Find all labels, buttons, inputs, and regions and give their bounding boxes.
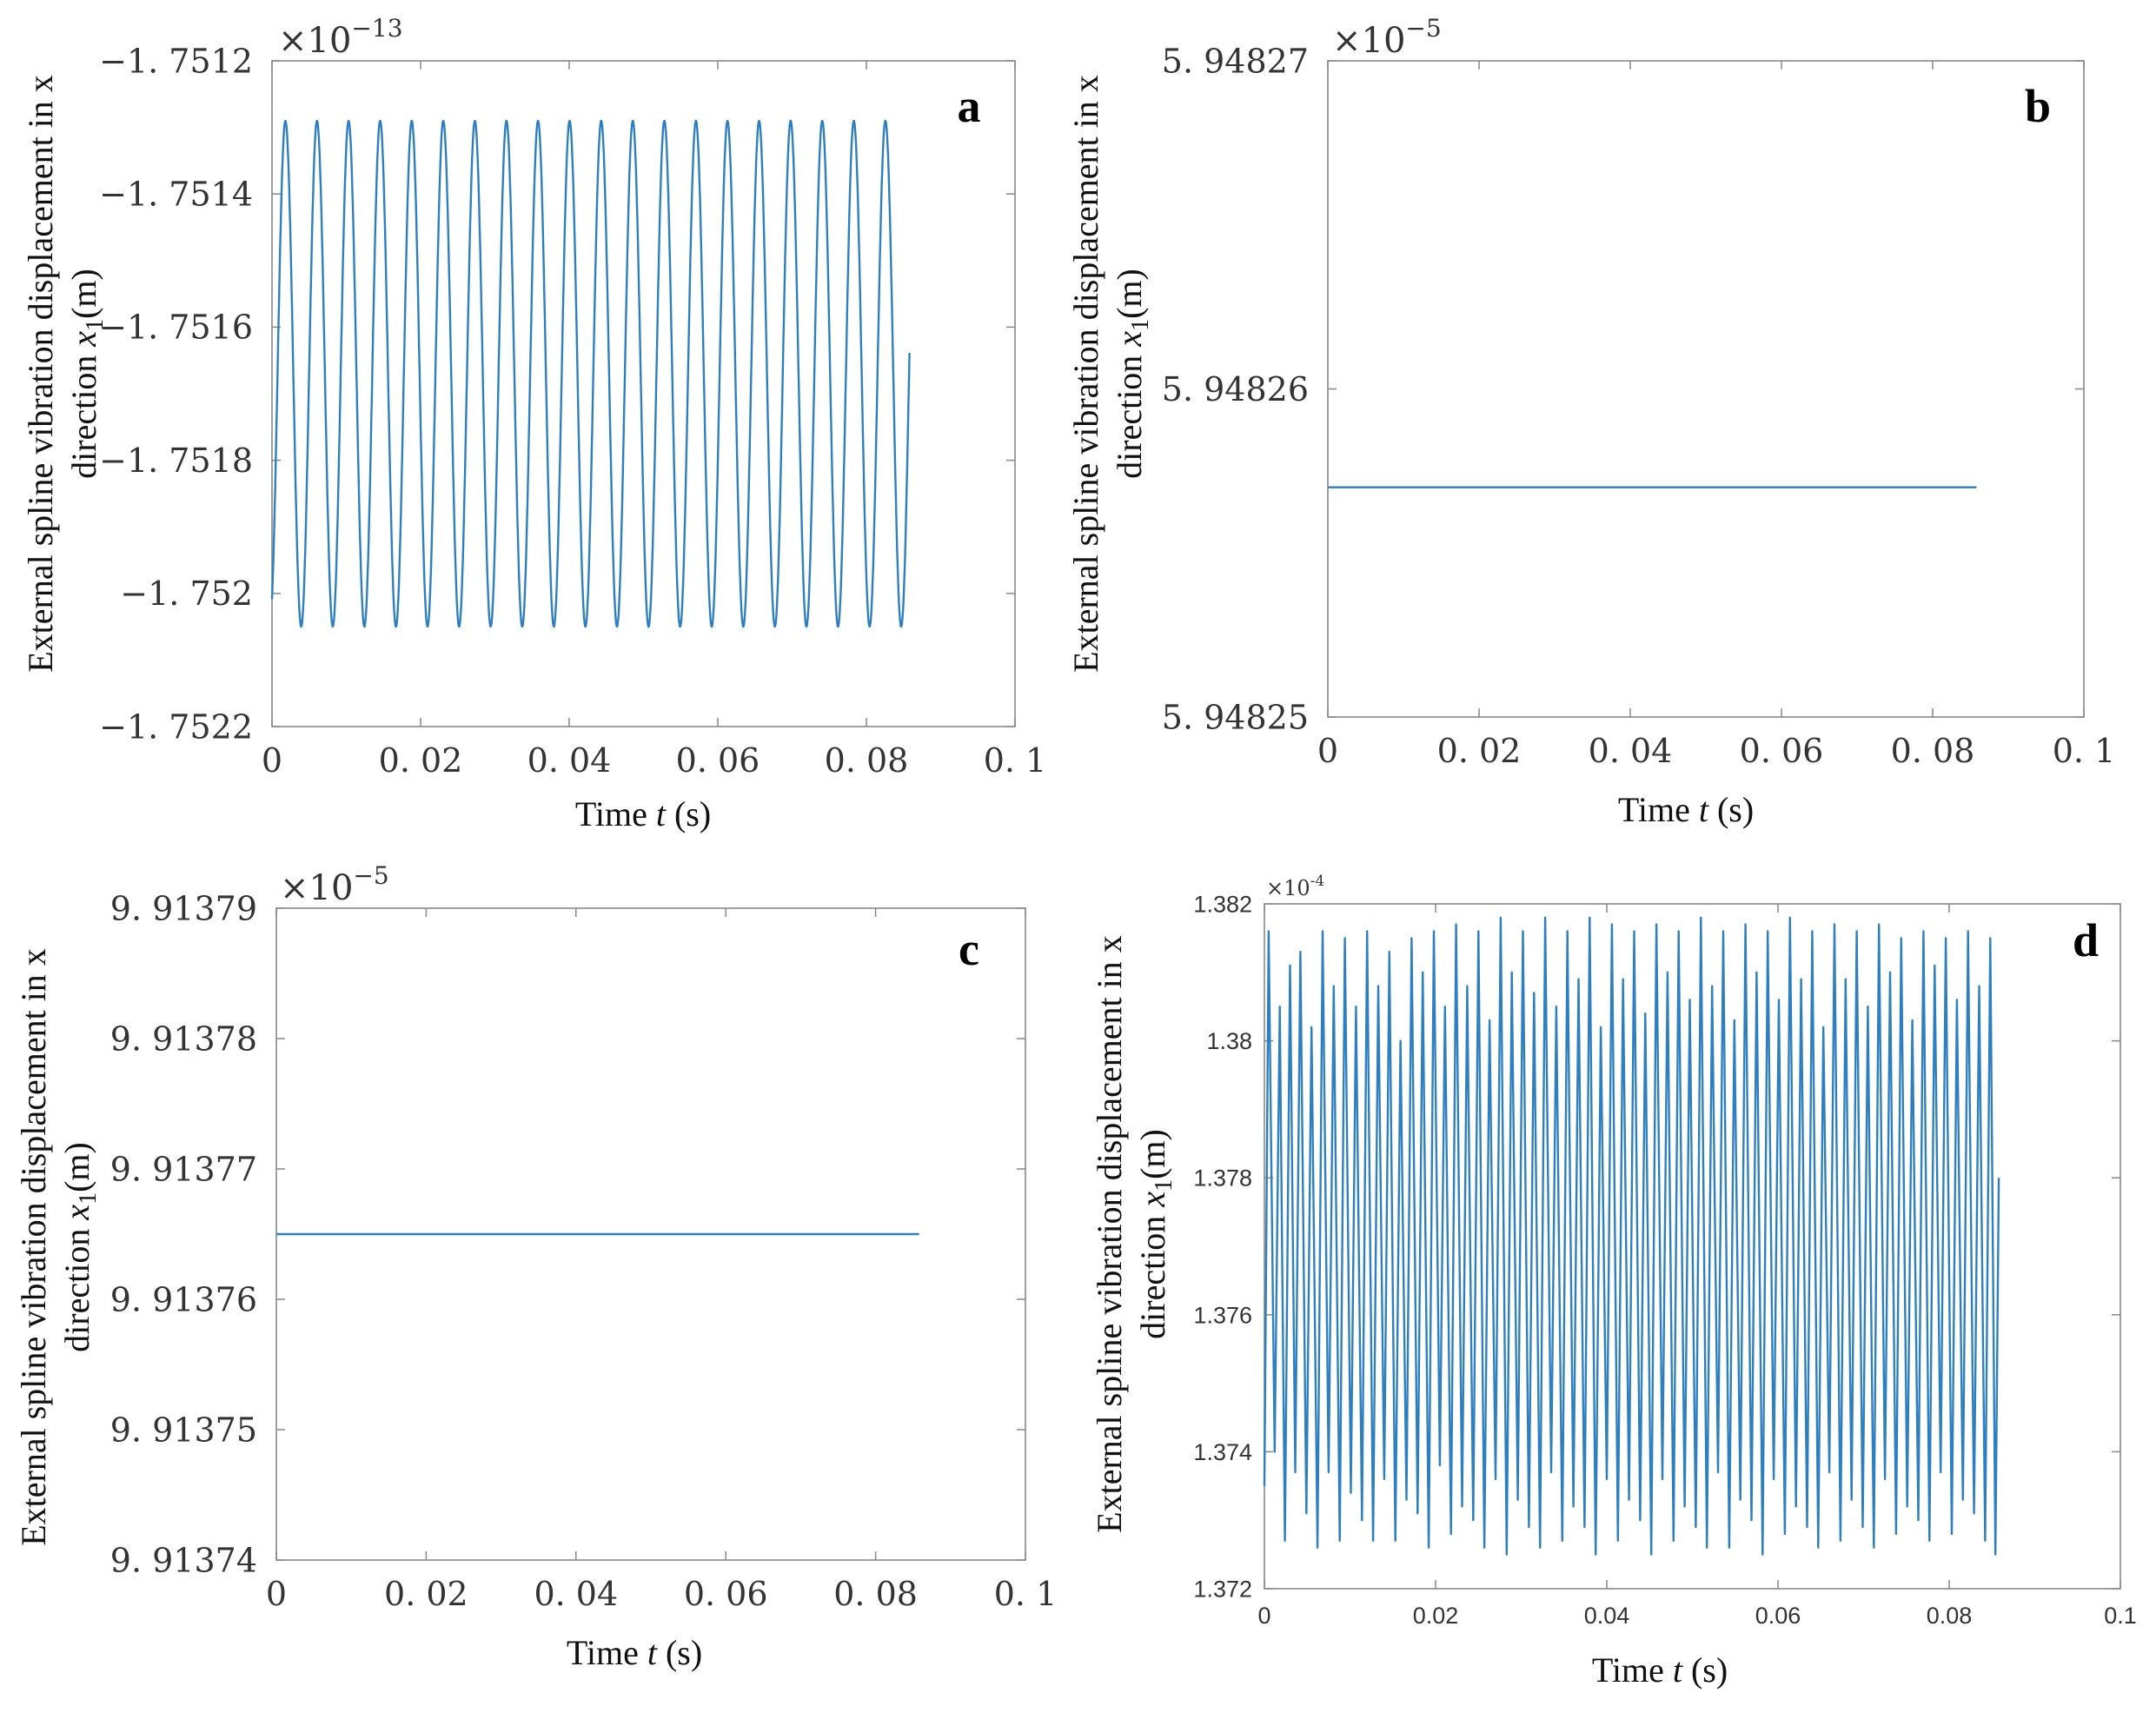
- x-tick-label: 0.06: [1755, 1603, 1801, 1629]
- x-tick-label: 0: [262, 741, 282, 780]
- exponent-base: ×10: [1266, 876, 1310, 900]
- x-tick-label: 0. 08: [825, 741, 909, 780]
- y-axis-label-line1: External spline vibration displacement i…: [21, 75, 60, 673]
- exponent-base: ×10: [280, 868, 353, 908]
- x-tick-label: 0. 1: [2053, 732, 2116, 770]
- axis-exponent-label: ×10−5: [1332, 14, 1442, 61]
- y-tick-label: 9. 91376: [110, 1280, 257, 1318]
- x-tick-label: 0. 1: [984, 741, 1047, 780]
- y-tick-label: −1. 752: [120, 574, 253, 613]
- y-tick-label: 5. 94826: [1162, 370, 1309, 408]
- x-tick-label: 0.08: [1927, 1603, 1973, 1629]
- y-tick-label: 1.38: [1206, 1028, 1252, 1054]
- panel-d: 0 0.02 0.04 0.06 0.08 0.1 1.382 1.38 1.378 1.376 1…: [1090, 873, 2137, 1690]
- exponent-base: ×10: [1332, 21, 1405, 61]
- x-tick-label: 0. 04: [527, 741, 612, 780]
- panel-b: 0 0. 02 0. 04 0. 06 0. 08 0. 1 5. 94827 5. 9482…: [1066, 14, 2115, 829]
- x-tick-label: 0.02: [1413, 1603, 1459, 1629]
- y-tick-label: −1. 7516: [99, 309, 253, 347]
- axis-exponent-label: ×10−5: [280, 861, 389, 908]
- y-axis-label-line1: External spline vibration displacement i…: [1090, 935, 1129, 1533]
- x-axis-label: Time t (s): [1592, 1650, 1728, 1690]
- x-axis-label: Time t (s): [567, 1633, 702, 1672]
- x-tick-label: 0. 06: [684, 1575, 768, 1613]
- x-axis-label: Time t (s): [1618, 790, 1754, 829]
- y-tick-label: 9. 91378: [110, 1019, 257, 1058]
- x-tick-label: 0. 02: [1437, 732, 1522, 770]
- exponent-base: ×10: [278, 21, 351, 61]
- series-line-x1: [1263, 916, 2000, 1556]
- x-tick-label: 0. 06: [676, 741, 760, 780]
- x-tick-label: 0: [1257, 1603, 1270, 1629]
- y-tick-label: −1. 7522: [99, 707, 253, 746]
- y-tick-label: 9. 91379: [110, 889, 257, 927]
- y-tick-label: 1.382: [1193, 891, 1252, 917]
- y-tick-label: 9. 91374: [110, 1541, 257, 1579]
- panel-letter: d: [2073, 914, 2099, 966]
- x-tick-label: 0.1: [2104, 1603, 2137, 1629]
- x-axis-label: Time t (s): [575, 794, 711, 833]
- x-tick-label: 0. 08: [1891, 732, 1975, 770]
- x-tick-label: 0. 1: [994, 1575, 1058, 1613]
- panel-a: 0 0. 02 0. 04 0. 06 0. 08 0. 1 −1. 7512 −1. 751…: [21, 14, 1046, 833]
- axes-box: [1327, 60, 2085, 718]
- x-tick-label: 0. 02: [384, 1575, 468, 1613]
- x-tick-label: 0. 06: [1740, 732, 1824, 770]
- x-tick-label: 0. 04: [534, 1575, 618, 1613]
- y-tick-label: 1.376: [1193, 1302, 1252, 1328]
- x-tick-label: 0: [266, 1575, 287, 1613]
- y-tick-label: 5. 94825: [1162, 698, 1309, 736]
- y-axis-label-line2: direction x1(m): [1133, 1129, 1178, 1339]
- panel-letter: a: [958, 80, 981, 132]
- exponent-power: -4: [1310, 873, 1325, 890]
- x-tick-label: 0. 08: [833, 1575, 918, 1613]
- y-axis-label-line1: External spline vibration displacement i…: [14, 948, 53, 1546]
- axis-exponent-label: ×10−13: [278, 14, 403, 61]
- y-tick-label: 1.374: [1193, 1439, 1252, 1465]
- x-tick-label: 0. 04: [1589, 732, 1673, 770]
- y-tick-label: −1. 7514: [99, 176, 253, 214]
- y-tick-label: 1.372: [1193, 1576, 1252, 1602]
- axis-exponent-label: ×10-4: [1266, 873, 1324, 900]
- axes-box: [271, 60, 1016, 727]
- y-tick-label: −1. 7518: [99, 442, 253, 480]
- y-tick-label: 9. 91377: [110, 1150, 257, 1188]
- x-tick-label: 0.04: [1584, 1603, 1630, 1629]
- y-tick-label: 9. 91375: [110, 1411, 257, 1449]
- panel-c: 0 0. 02 0. 04 0. 06 0. 08 0. 1 9. 91379 9. 9137…: [14, 861, 1057, 1672]
- exponent-power: −5: [1405, 14, 1441, 43]
- x-tick-label: 0: [1317, 732, 1338, 770]
- series-line-x1: [270, 119, 911, 628]
- panel-letter: b: [2025, 80, 2051, 132]
- y-axis-label-line1: External spline vibration displacement i…: [1066, 75, 1105, 673]
- y-axis-label-line2: direction x1(m): [57, 1142, 102, 1352]
- axes-box: [1264, 903, 2121, 1590]
- exponent-power: −13: [351, 14, 402, 43]
- y-tick-label: 5. 94827: [1162, 42, 1309, 80]
- y-axis-label-line2: direction x1(m): [64, 269, 109, 479]
- panel-letter: c: [959, 923, 979, 975]
- y-tick-label: 1.378: [1193, 1165, 1252, 1192]
- exponent-power: −5: [353, 861, 388, 890]
- x-tick-label: 0. 02: [379, 741, 463, 780]
- y-tick-label: −1. 7512: [99, 42, 253, 80]
- y-axis-label-line2: direction x1(m): [1110, 269, 1154, 479]
